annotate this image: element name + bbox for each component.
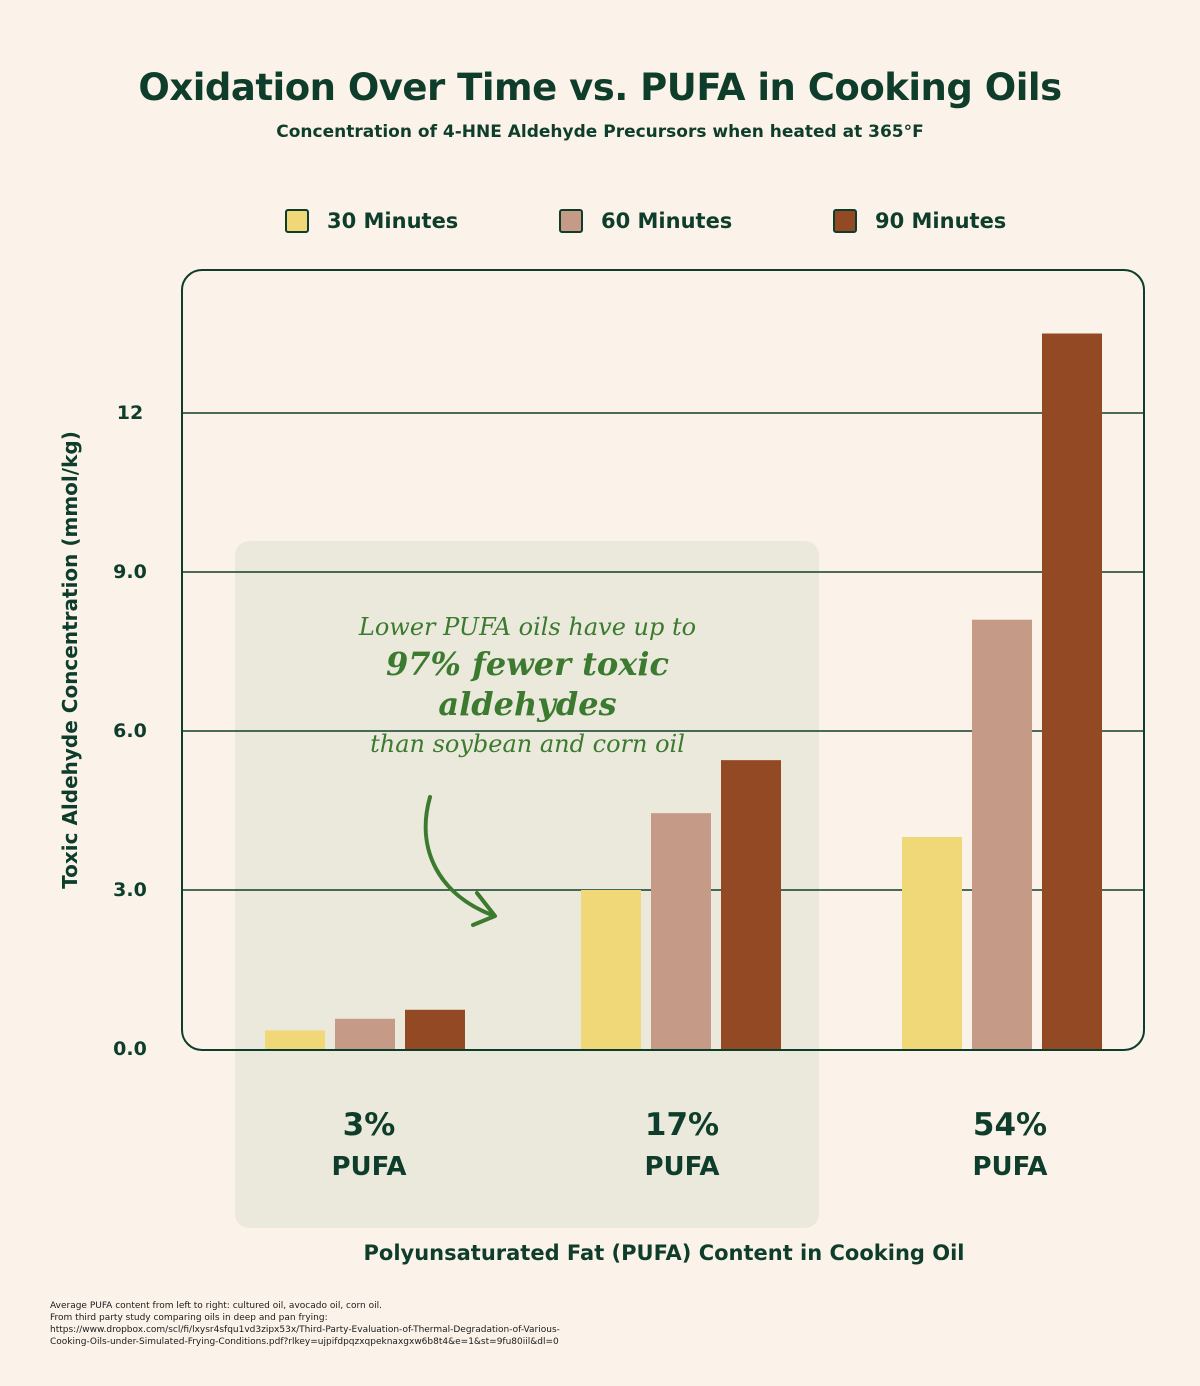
category-pct: 17% <box>644 1107 720 1143</box>
bar-60-minutes-group-2 <box>651 813 711 1049</box>
footnote-source-link[interactable]: Cooking-Oils-under-Simulated-Frying-Cond… <box>50 1337 559 1347</box>
category-pct: 3% <box>342 1107 396 1143</box>
callout-line-2a: 97% fewer toxic <box>386 645 669 683</box>
category-label-54: 54% PUFA <box>910 1103 1110 1187</box>
bar-30-minutes-group-3 <box>902 837 962 1049</box>
category-label-3: 3% PUFA <box>269 1103 469 1187</box>
x-axis-label: Polyunsaturated Fat (PUFA) Content in Co… <box>363 1241 965 1265</box>
category-unit: PUFA <box>331 1152 407 1182</box>
footnote-line: From third party study comparing oils in… <box>50 1313 328 1323</box>
y-tick-label: 12 <box>116 402 144 424</box>
callout-line-3: than soybean and corn oil <box>370 730 685 758</box>
category-unit: PUFA <box>644 1152 720 1182</box>
bar-90-minutes-group-2 <box>721 760 781 1049</box>
category-pct: 54% <box>972 1107 1048 1143</box>
plot-frame <box>181 269 1145 1051</box>
legend-item-90-minutes: 90 Minutes <box>833 206 1006 236</box>
y-tick-label: 9.0 <box>113 561 147 583</box>
legend-label-90-minutes: 90 Minutes <box>875 209 1007 233</box>
legend-label-30-minutes: 30 Minutes <box>327 209 459 233</box>
callout-line-2b: aldehydes <box>438 685 617 723</box>
legend-item-60-minutes: 60 Minutes <box>559 206 732 236</box>
footnote: Average PUFA content from left to right:… <box>50 1300 750 1348</box>
bar-90-minutes-group-3 <box>1042 333 1102 1049</box>
legend-item-30-minutes: 30 Minutes <box>285 206 458 236</box>
callout-line-1: Lower PUFA oils have up to <box>358 613 697 641</box>
legend-swatch-30-minutes <box>285 209 309 233</box>
bar-60-minutes-group-1 <box>335 1018 395 1049</box>
y-tick-label: 0.0 <box>113 1038 147 1060</box>
chart-subtitle: Concentration of 4-HNE Aldehyde Precurso… <box>276 122 924 142</box>
footnote-line: Average PUFA content from left to right:… <box>50 1301 382 1311</box>
chart-title: Oxidation Over Time vs. PUFA in Cooking … <box>138 66 1062 109</box>
category-unit: PUFA <box>972 1152 1048 1182</box>
legend-swatch-90-minutes <box>833 209 857 233</box>
callout-arrow-icon <box>423 795 494 917</box>
bar-60-minutes-group-3 <box>972 619 1032 1049</box>
category-label-17: 17% PUFA <box>582 1103 782 1187</box>
callout-text: Lower PUFA oils have up to 97% fewer tox… <box>300 610 755 764</box>
callout-arrowhead-icon <box>471 891 497 927</box>
bar-30-minutes-group-1 <box>265 1030 325 1049</box>
legend-label-60-minutes: 60 Minutes <box>601 209 733 233</box>
legend-swatch-60-minutes <box>559 209 583 233</box>
bar-90-minutes-group-1 <box>405 1009 465 1049</box>
bars <box>265 333 1102 1049</box>
bar-30-minutes-group-2 <box>581 890 641 1049</box>
footnote-source-link[interactable]: https://www.dropbox.com/scl/fi/lxysr4sfq… <box>50 1325 560 1335</box>
y-tick-label: 3.0 <box>113 879 147 901</box>
y-tick-label: 6.0 <box>113 720 147 742</box>
